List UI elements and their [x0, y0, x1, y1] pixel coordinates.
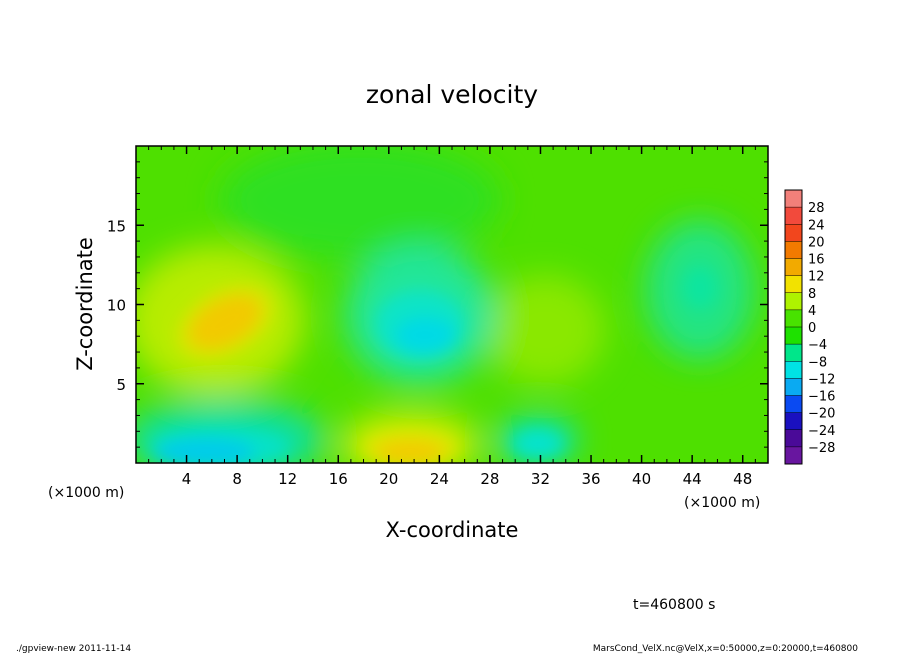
chart-title: zonal velocity: [366, 80, 538, 109]
x-tick-label: 40: [632, 470, 651, 488]
colorbar-label: 4: [808, 304, 816, 319]
cyan-halo-bottom-left: [150, 428, 290, 463]
colorbar-label: 24: [808, 218, 825, 233]
colorbar-swatch: [785, 258, 802, 276]
field-blobs-core: [150, 266, 718, 463]
colorbar-swatch: [785, 378, 802, 396]
x-tick-label: 8: [232, 470, 242, 488]
colorbar-swatch: [785, 446, 802, 465]
y-axis-ticks: 5 10 15: [107, 161, 768, 448]
x-unit-label-right: (×1000 m): [684, 495, 760, 511]
x-axis-label: X-coordinate: [386, 518, 519, 542]
colorbar-label: −16: [808, 390, 835, 405]
colorbar-label: 16: [808, 253, 825, 268]
x-tick-label: 24: [430, 470, 449, 488]
cyan-core-bottom-mid: [512, 433, 564, 457]
colorbar-label: −4: [808, 338, 827, 353]
colorbar-swatch: [785, 292, 802, 311]
colorbar-swatch: [785, 412, 802, 431]
y-axis-label: Z-coordinate: [73, 237, 97, 371]
colorbar-swatch: [785, 241, 802, 259]
x-tick-label: 48: [733, 470, 752, 488]
x-unit-label-left: (×1000 m): [48, 485, 124, 501]
colorbar-label: 20: [808, 235, 825, 250]
cyan-halo-center: [375, 290, 465, 360]
time-annotation: t=460800 s: [633, 597, 715, 613]
colorbar-swatch: [785, 361, 802, 379]
colorbar-label: 0: [808, 321, 816, 336]
colorbar-label: −8: [808, 355, 827, 370]
x-tick-label: 32: [531, 470, 550, 488]
colorbar: 28 24 20 16 12 8 4 0 −4 −8 −12 −16 −20 −24 −28: [784, 189, 835, 465]
colorbar-swatch: [785, 309, 802, 328]
footer-right: MarsCond_VelX.nc@VelX,x=0:50000,z=0:2000…: [593, 644, 858, 654]
colorbar-swatch: [785, 395, 802, 413]
x-tick-label: 28: [480, 470, 499, 488]
y-tick-label: 5: [116, 376, 126, 394]
green-yellow-region-right: [485, 275, 605, 385]
colorbar-label: 12: [808, 270, 825, 285]
colorbar-label: −24: [808, 424, 835, 439]
x-tick-label: 36: [581, 470, 600, 488]
x-axis-ticks: 4 8 12 16 20 24 28 32 36 40 44 48: [148, 146, 756, 488]
yellow-halo-bottom: [362, 430, 458, 463]
y-tick-label: 10: [107, 297, 126, 315]
yellow-core-left: [176, 284, 274, 360]
light-green-region-top: [220, 146, 500, 260]
x-tick-label: 4: [182, 470, 192, 488]
x-tick-label: 20: [379, 470, 398, 488]
colorbar-label: −20: [808, 407, 835, 422]
colorbar-label: 8: [808, 287, 816, 302]
colorbar-swatch: [785, 275, 802, 294]
colorbar-swatch: [785, 344, 802, 362]
cyan-core-right: [682, 266, 718, 310]
colorbar-swatch: [785, 190, 802, 208]
colorbar-label: −28: [808, 441, 835, 456]
colorbar-label: 28: [808, 201, 825, 216]
y-tick-label: 15: [107, 217, 126, 235]
colorbar-label: −12: [808, 372, 835, 387]
colorbar-swatch: [785, 429, 802, 448]
colorbar-swatch: [785, 207, 802, 225]
colorbar-swatch: [785, 327, 802, 345]
x-tick-label: 44: [683, 470, 702, 488]
colorbar-swatch: [785, 224, 802, 242]
x-tick-label: 12: [278, 470, 297, 488]
footer-left: ./gpview-new 2011-11-14: [16, 644, 131, 654]
x-tick-label: 16: [329, 470, 348, 488]
